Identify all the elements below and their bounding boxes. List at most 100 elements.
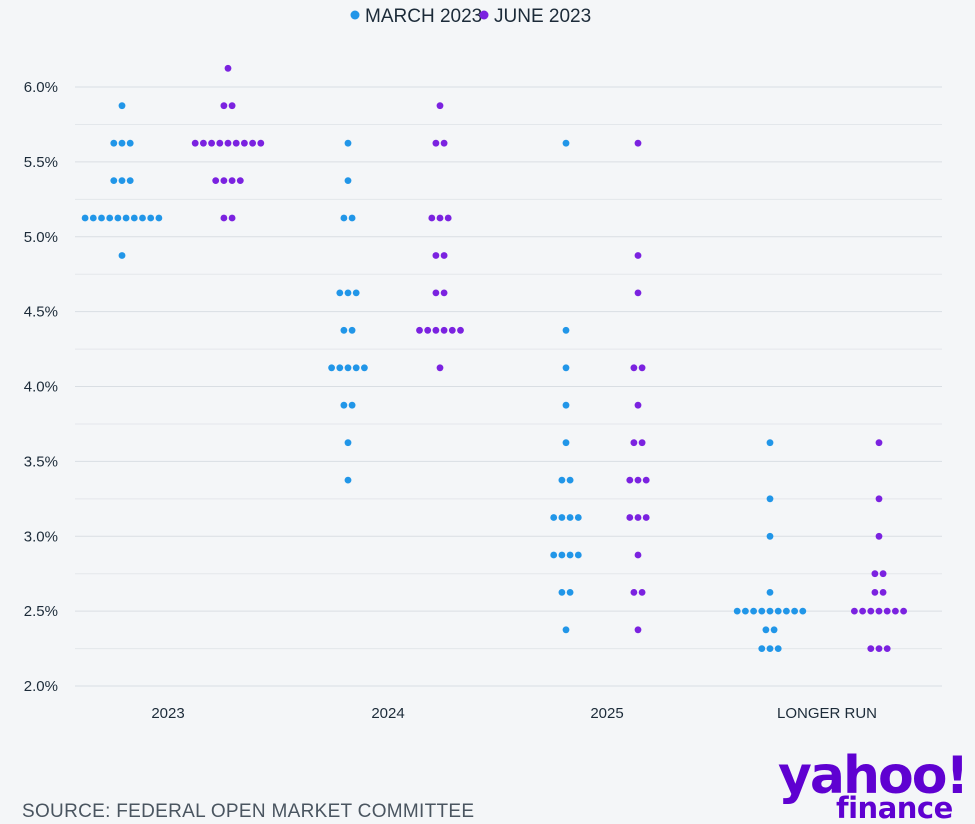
y-tick-label: 3.5%	[24, 453, 58, 470]
dot-march	[328, 364, 335, 372]
dot-march	[733, 607, 741, 615]
dot-june	[224, 64, 232, 72]
dot-march	[110, 139, 118, 147]
dot-june	[432, 252, 440, 259]
dot-march	[566, 589, 574, 596]
dot-march	[130, 214, 138, 222]
dot-june	[440, 252, 448, 259]
dot-march	[758, 607, 766, 615]
dot-june	[436, 364, 444, 372]
dot-june	[638, 364, 646, 372]
x-category-label: 2024	[371, 705, 404, 722]
dot-june	[428, 214, 436, 222]
dot-march	[352, 364, 360, 372]
y-tick-label: 5.0%	[24, 229, 58, 246]
dot-march	[114, 214, 122, 222]
dot-march	[783, 607, 790, 615]
dot-march	[344, 289, 352, 297]
y-axis-tick-labels: 2.0% 2.5% 3.0% 3.5% 4.0% 4.5% 5.0% 5.5% 6.0%	[24, 79, 58, 695]
dot-march	[126, 177, 134, 185]
dot-june	[220, 102, 228, 110]
yahoo-finance-logo: yahoo! finance	[778, 746, 969, 824]
dot-june	[224, 139, 232, 147]
dot-june	[638, 589, 646, 596]
dot-march	[344, 476, 352, 484]
dot-march	[562, 626, 570, 634]
dot-june	[457, 326, 464, 334]
dot-march	[352, 289, 360, 297]
dot-march	[766, 589, 774, 596]
dot-march	[562, 364, 570, 372]
dot-march	[558, 476, 566, 484]
dot-march	[89, 214, 97, 222]
dot-june	[634, 626, 642, 634]
legend: MARCH 2023 JUNE 2023	[350, 6, 591, 27]
gridlines	[75, 86, 942, 687]
dot-march	[791, 607, 798, 615]
dot-june	[875, 439, 883, 447]
dot-march	[766, 439, 774, 447]
dot-march	[118, 102, 126, 110]
dot-march	[758, 645, 766, 652]
dot-june	[626, 476, 634, 484]
dot-march	[81, 214, 89, 222]
dot-june	[444, 214, 452, 222]
dot-march	[562, 139, 570, 147]
dot-june	[228, 214, 236, 222]
dot-march	[340, 214, 348, 222]
dot-june	[626, 514, 634, 521]
dot-march	[566, 551, 574, 559]
dot-march	[799, 607, 807, 615]
dot-june	[249, 139, 256, 147]
dot-june	[879, 570, 887, 578]
dot-march	[742, 607, 749, 615]
dot-june	[200, 139, 207, 147]
dot-march	[147, 214, 155, 222]
dot-march	[558, 514, 566, 521]
dot-march	[562, 326, 570, 334]
dot-march	[336, 364, 344, 372]
dot-june	[440, 289, 448, 297]
dot-march	[762, 626, 770, 634]
y-tick-label: 4.0%	[24, 379, 58, 396]
dot-march	[98, 214, 105, 222]
dot-march	[750, 607, 757, 615]
dot-june	[883, 607, 891, 615]
dot-june	[436, 214, 444, 222]
dot-june	[867, 645, 875, 652]
dot-june	[871, 589, 879, 596]
dot-march	[766, 607, 774, 615]
dot-march	[766, 532, 774, 540]
dot-june	[424, 326, 432, 334]
dot-june	[432, 289, 440, 297]
dot-march	[562, 401, 570, 409]
dot-march	[110, 177, 118, 185]
dot-june	[871, 570, 879, 578]
dot-june	[440, 326, 448, 334]
dot-june	[208, 139, 216, 147]
dot-march	[766, 645, 774, 652]
dot-june	[228, 102, 236, 110]
dot-june	[875, 495, 883, 503]
dot-march	[558, 589, 566, 596]
x-category-label: 2025	[590, 705, 623, 722]
dot-march	[766, 495, 774, 503]
dot-june	[634, 514, 642, 521]
dot-june	[432, 139, 440, 147]
dot-june	[634, 139, 642, 147]
y-tick-label: 5.5%	[24, 154, 58, 171]
x-category-label: LONGER RUN	[777, 705, 877, 722]
dot-june	[216, 139, 224, 147]
dot-march	[348, 326, 356, 334]
y-tick-label: 3.0%	[24, 528, 58, 545]
dot-june	[236, 177, 244, 185]
dot-june	[900, 607, 907, 615]
legend-marker-june-2023	[479, 10, 489, 20]
dot-june	[416, 326, 423, 334]
dot-june	[220, 214, 228, 222]
x-category-label: 2023	[151, 705, 184, 722]
y-tick-label: 2.5%	[24, 603, 58, 620]
legend-label-march-2023: MARCH 2023	[365, 6, 482, 27]
dot-june	[879, 589, 887, 596]
